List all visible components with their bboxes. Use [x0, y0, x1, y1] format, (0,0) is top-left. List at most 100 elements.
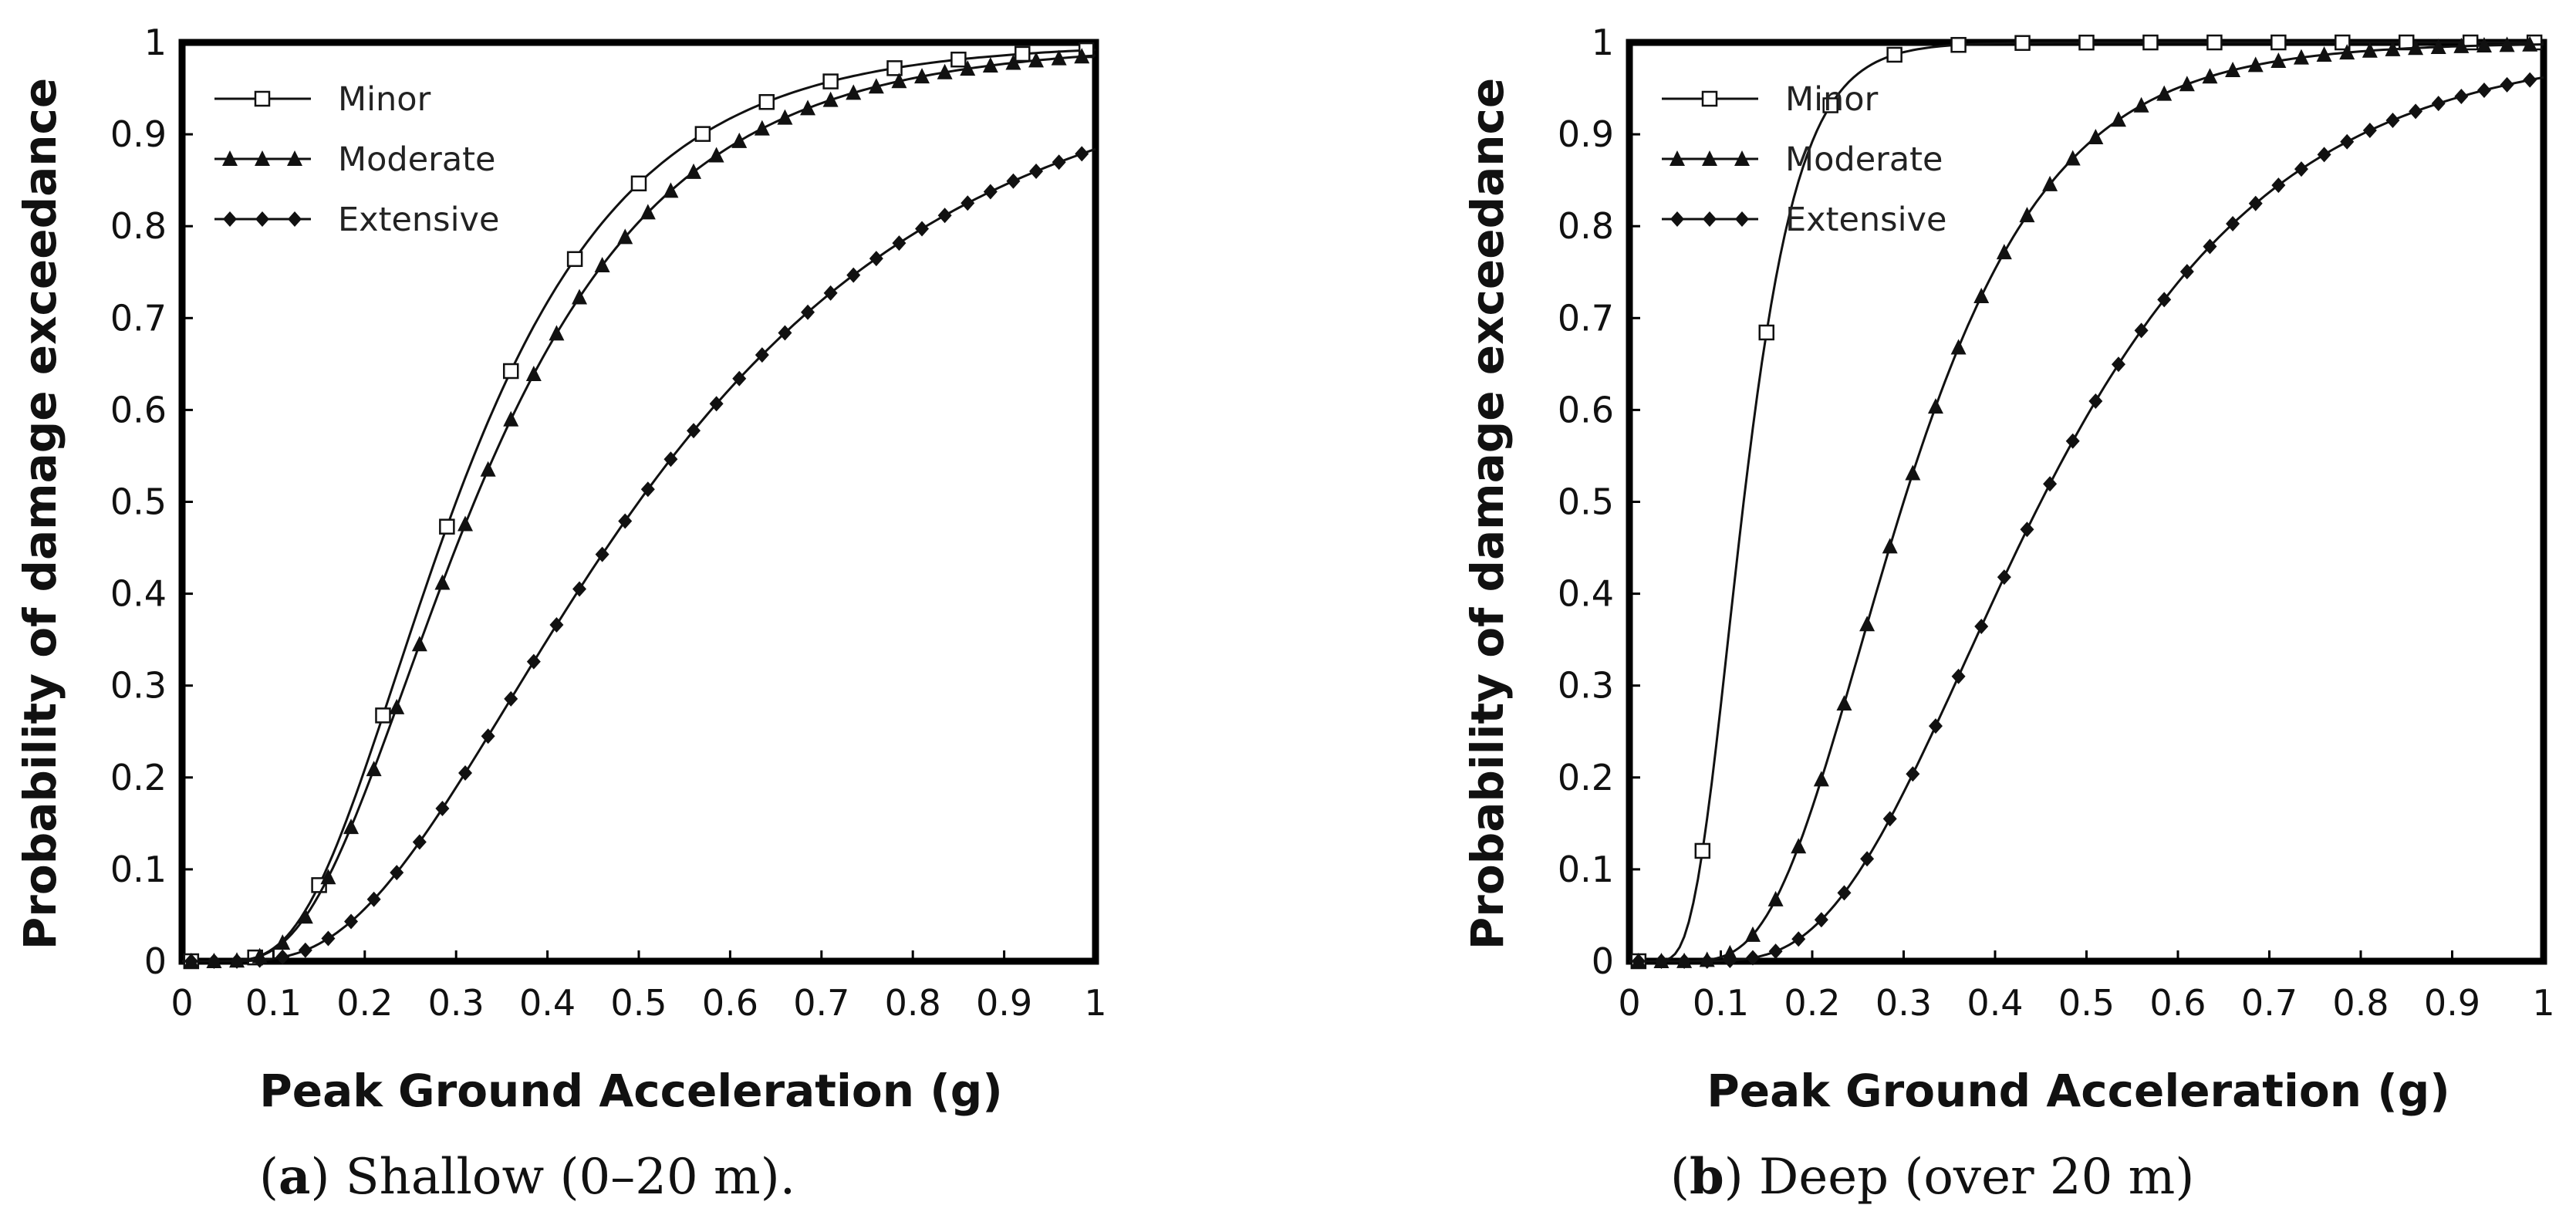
data-point-minor [1758, 324, 1774, 341]
data-point-extensive [1029, 164, 1044, 180]
data-point-moderate [1074, 48, 1090, 64]
chart-panel-a: Probability of damage exceedance Peak Gr… [14, 22, 1107, 1117]
data-point-extensive [526, 653, 541, 670]
data-point-extensive [1677, 953, 1692, 969]
data-point-extensive [663, 451, 678, 467]
legend-marker [255, 150, 270, 166]
legend-label-moderate: Moderate [1785, 140, 1943, 179]
data-point-moderate [1005, 54, 1021, 70]
data-point-minor [2014, 35, 2031, 51]
y-tick-label: 1 [1592, 22, 1614, 63]
data-point-moderate [572, 289, 588, 305]
data-point-extensive [595, 546, 609, 562]
data-point-extensive [1974, 618, 1989, 634]
data-point-moderate [2247, 56, 2264, 73]
data-point-moderate [1882, 538, 1898, 554]
data-point-moderate [2202, 68, 2218, 84]
legend-marker [254, 90, 271, 107]
data-point-extensive [1997, 569, 2011, 586]
data-point-extensive [892, 235, 906, 251]
data-point-moderate [2430, 38, 2446, 54]
data-point-moderate [1996, 244, 2012, 260]
data-point-moderate [389, 698, 405, 714]
x-tick-label: 0.6 [702, 982, 758, 1024]
data-point-moderate [891, 73, 907, 89]
data-point-extensive [869, 251, 883, 267]
legend-marker [1670, 150, 1685, 166]
data-point-moderate [320, 869, 336, 885]
data-point-extensive [801, 304, 815, 320]
data-point-minor [2142, 34, 2159, 51]
legend-marker [1734, 150, 1750, 166]
data-point-moderate [1859, 616, 1875, 632]
data-point-moderate [2293, 49, 2309, 65]
data-point-moderate [525, 366, 542, 382]
data-point-extensive [252, 952, 267, 968]
data-point-moderate [2362, 42, 2378, 58]
legend-label-minor: Minor [338, 80, 431, 119]
series-line-extensive [182, 147, 1096, 963]
data-point-extensive [1951, 668, 1966, 684]
y-tick-label: 0.1 [1558, 849, 1614, 890]
data-point-extensive [640, 481, 655, 498]
caption-text: Deep (over 20 m) [1759, 1149, 2195, 1206]
data-point-moderate [1973, 288, 1990, 304]
data-point-moderate [2133, 96, 2149, 113]
y-tick-label: 0.9 [1558, 113, 1614, 155]
data-point-extensive [458, 765, 473, 781]
data-point-minor [566, 251, 583, 268]
y-tick-label: 0.5 [1558, 481, 1614, 523]
data-point-extensive [435, 801, 450, 817]
chart-panel-b: Probability of damage exceedance Peak Gr… [1461, 22, 2555, 1117]
data-point-extensive [2409, 103, 2423, 120]
data-point-moderate [434, 574, 451, 590]
data-point-extensive [2226, 216, 2240, 232]
data-point-minor [375, 707, 391, 724]
legend-marker [288, 211, 302, 227]
data-point-minor [694, 126, 711, 142]
legend-marker [255, 211, 269, 227]
data-point-extensive [2020, 521, 2034, 538]
data-point-extensive [504, 690, 518, 707]
data-point-moderate [1927, 398, 1943, 414]
x-tick-label: 0.5 [610, 982, 667, 1024]
data-point-moderate [2088, 128, 2104, 144]
data-point-moderate [1051, 49, 1067, 66]
data-point-extensive [2111, 356, 2125, 373]
data-point-extensive [1745, 950, 1760, 966]
data-point-moderate [366, 761, 382, 777]
data-point-extensive [2454, 89, 2469, 105]
data-point-extensive [184, 954, 198, 969]
data-point-minor [2206, 34, 2223, 51]
legend-marker [1703, 211, 1717, 227]
legend-label-moderate: Moderate [338, 140, 496, 179]
data-point-moderate [594, 256, 610, 272]
data-point-extensive [1700, 953, 1714, 969]
data-point-moderate [800, 100, 816, 116]
x-tick-label: 0 [1618, 982, 1640, 1024]
data-point-extensive [344, 913, 359, 930]
data-point-minor [2078, 34, 2095, 51]
caption-a: (a) Shallow (0–20 m). [259, 1148, 796, 1206]
data-point-extensive [1723, 952, 1737, 968]
data-point-moderate [2316, 46, 2332, 62]
x-tick-label: 0.2 [1784, 982, 1840, 1024]
data-point-extensive [2043, 476, 2058, 492]
y-tick-label: 0.7 [1558, 297, 1614, 339]
data-point-extensive [1631, 954, 1646, 969]
data-point-extensive [2134, 322, 2149, 339]
data-point-extensive [2385, 112, 2400, 128]
data-point-minor [502, 363, 519, 380]
data-point-moderate [617, 228, 633, 245]
data-point-moderate [457, 515, 474, 532]
x-tick-label: 0.8 [2332, 982, 2389, 1024]
caption-text: Shallow (0–20 m). [345, 1149, 796, 1206]
x-tick-label: 0.5 [2058, 982, 2115, 1024]
x-tick-label: 1 [1084, 982, 1106, 1024]
x-tick-label: 0.7 [793, 982, 849, 1024]
data-point-extensive [207, 953, 221, 969]
y-tick-label: 0.6 [1558, 389, 1614, 430]
x-tick-label: 0.6 [2149, 982, 2206, 1024]
data-point-extensive [709, 396, 724, 412]
